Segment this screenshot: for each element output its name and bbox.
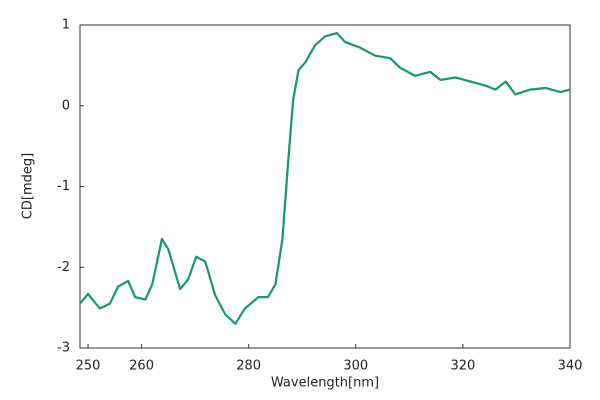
x-tick-label: 340 (558, 359, 583, 374)
x-tick-label: 260 (129, 359, 154, 374)
x-axis-label: Wavelength[nm] (271, 376, 379, 391)
y-tick-label: 0 (62, 98, 70, 113)
y-tick-label: -1 (57, 179, 70, 194)
y-tick-label: 1 (62, 18, 70, 33)
y-axis-label: CD[mdeg] (21, 153, 36, 219)
y-tick-label: -3 (57, 341, 70, 356)
x-tick-label: 320 (450, 359, 475, 374)
x-tick-label: 280 (236, 359, 261, 374)
data-line (79, 31, 571, 325)
x-tick-label: 300 (343, 359, 368, 374)
x-tick-label: 250 (76, 359, 101, 374)
y-tick-label: -2 (57, 260, 70, 275)
plot-frame (79, 24, 571, 349)
